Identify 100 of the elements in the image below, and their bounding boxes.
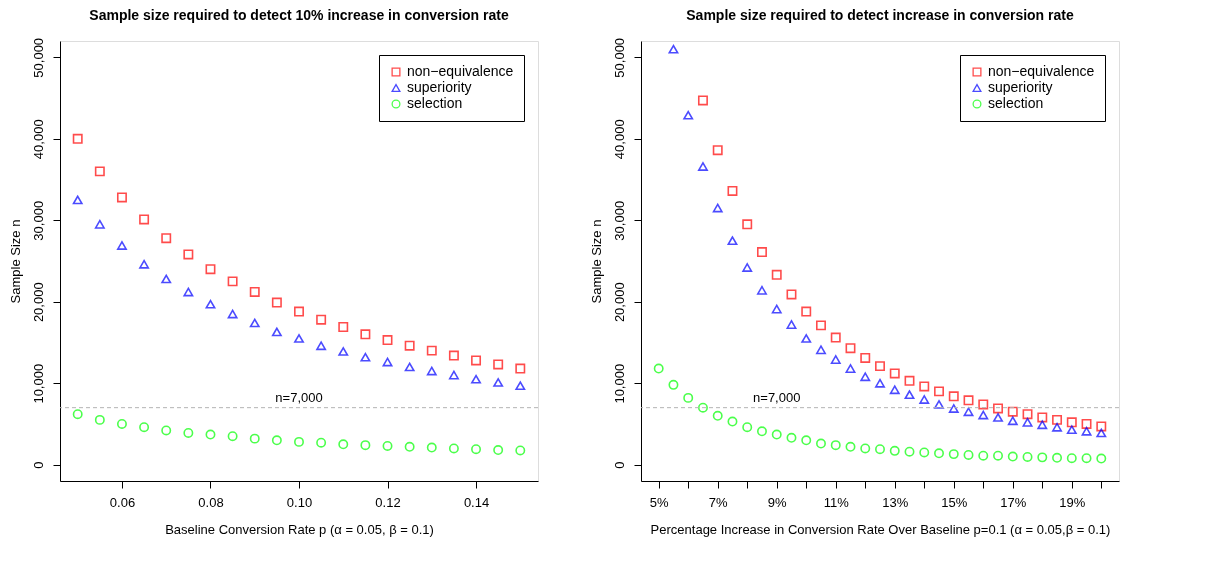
point bbox=[904, 375, 915, 386]
point bbox=[294, 306, 304, 317]
point bbox=[934, 448, 944, 459]
point bbox=[889, 445, 900, 456]
point bbox=[830, 355, 841, 365]
point bbox=[316, 341, 327, 351]
point bbox=[1066, 417, 1077, 428]
point bbox=[426, 442, 437, 453]
point bbox=[860, 352, 871, 363]
point bbox=[471, 355, 482, 366]
point bbox=[139, 259, 150, 269]
point bbox=[1052, 414, 1063, 425]
point bbox=[94, 414, 105, 425]
point bbox=[404, 362, 415, 372]
point bbox=[1022, 409, 1033, 420]
y-axis-title: Sample Size n bbox=[7, 219, 23, 304]
point bbox=[904, 390, 915, 400]
y-tick-label: 0 bbox=[611, 461, 627, 469]
point bbox=[249, 433, 260, 444]
point bbox=[653, 363, 664, 374]
point bbox=[845, 364, 856, 373]
y-tick-label: 10,000 bbox=[611, 363, 627, 404]
point bbox=[1007, 451, 1018, 462]
point bbox=[205, 299, 216, 309]
point bbox=[1037, 412, 1048, 423]
point bbox=[426, 345, 437, 356]
point bbox=[978, 399, 989, 410]
y-tick-label: 30,000 bbox=[611, 200, 627, 241]
point bbox=[1052, 422, 1063, 432]
point bbox=[830, 332, 841, 343]
y-tick-label: 20,000 bbox=[611, 282, 627, 323]
point bbox=[271, 435, 282, 446]
point bbox=[845, 441, 856, 452]
point bbox=[1081, 418, 1092, 429]
x-tick-label: 17% bbox=[1000, 494, 1027, 510]
point bbox=[727, 236, 738, 246]
annotation: n=7,000 bbox=[275, 389, 323, 405]
y-tick-label: 30,000 bbox=[30, 200, 46, 241]
point bbox=[771, 304, 782, 314]
point bbox=[426, 366, 437, 376]
point bbox=[919, 395, 930, 404]
point bbox=[139, 422, 150, 433]
legend-label: selection bbox=[988, 95, 1044, 111]
point bbox=[993, 450, 1004, 461]
x-tick-label: 0.12 bbox=[375, 494, 401, 510]
point bbox=[1022, 451, 1033, 462]
point bbox=[993, 403, 1004, 414]
point bbox=[1007, 406, 1018, 417]
point bbox=[72, 195, 83, 205]
point bbox=[1037, 420, 1048, 430]
point bbox=[116, 192, 127, 203]
point bbox=[830, 440, 841, 451]
point bbox=[978, 410, 989, 420]
point bbox=[227, 309, 238, 319]
point bbox=[382, 335, 393, 346]
point bbox=[1066, 425, 1077, 435]
point bbox=[116, 418, 127, 429]
y-tick-label: 50,000 bbox=[30, 37, 46, 78]
point bbox=[756, 247, 767, 258]
y-tick-label: 20,000 bbox=[30, 282, 46, 323]
point bbox=[271, 327, 282, 337]
point bbox=[448, 443, 459, 454]
point bbox=[904, 446, 915, 457]
point bbox=[697, 162, 708, 171]
point bbox=[1066, 453, 1077, 464]
point bbox=[1037, 452, 1048, 463]
point bbox=[72, 133, 83, 144]
point bbox=[294, 436, 304, 447]
point bbox=[338, 347, 349, 356]
point bbox=[404, 441, 415, 452]
point bbox=[515, 363, 526, 374]
point bbox=[360, 440, 371, 451]
x-tick-label: 7% bbox=[708, 494, 729, 510]
chart-title: Sample size required to detect increase in conversion rate bbox=[686, 7, 1074, 24]
point bbox=[249, 318, 260, 328]
point bbox=[316, 437, 327, 448]
point bbox=[338, 322, 349, 332]
point bbox=[448, 350, 459, 361]
point bbox=[860, 372, 871, 382]
point bbox=[889, 385, 900, 395]
point bbox=[668, 44, 679, 54]
point bbox=[889, 368, 900, 379]
point bbox=[404, 340, 415, 351]
legend-label: non−equivalence bbox=[407, 63, 514, 79]
point bbox=[993, 413, 1004, 422]
point bbox=[860, 443, 871, 454]
point bbox=[227, 276, 238, 287]
point bbox=[919, 381, 930, 392]
point bbox=[963, 395, 974, 406]
point bbox=[227, 431, 238, 442]
annotation: n=7,000 bbox=[753, 389, 801, 405]
x-tick-label: 11% bbox=[823, 494, 850, 510]
point bbox=[683, 392, 694, 403]
point bbox=[205, 429, 216, 440]
point bbox=[934, 386, 944, 397]
point bbox=[727, 185, 738, 196]
point bbox=[493, 445, 504, 456]
point bbox=[742, 422, 753, 433]
point bbox=[845, 343, 856, 354]
x-tick-label: 0.14 bbox=[463, 494, 490, 510]
